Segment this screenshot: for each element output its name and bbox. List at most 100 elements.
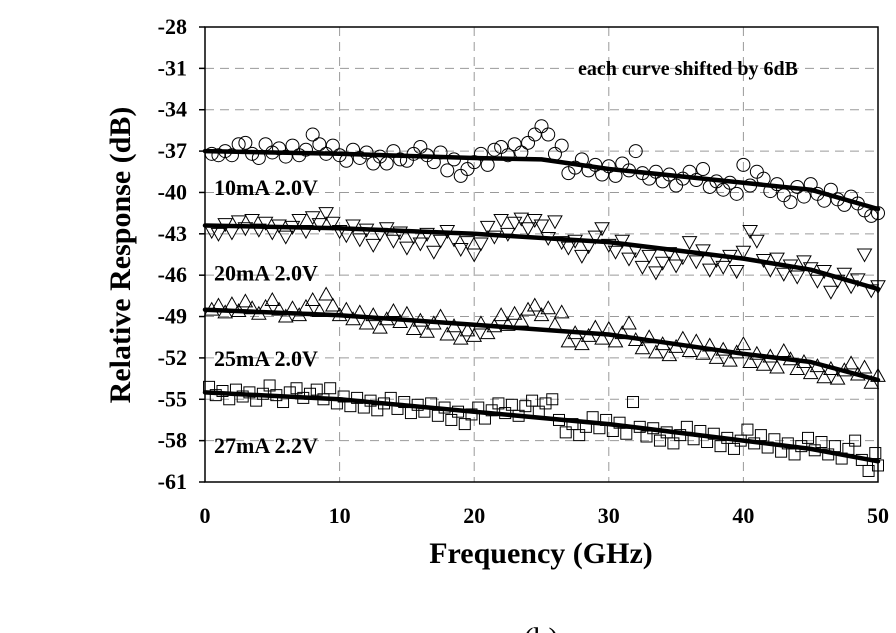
square-marker [842, 442, 855, 455]
triangle-down-marker [742, 225, 758, 240]
triangle-up-marker [701, 337, 718, 352]
triangle-down-marker [782, 259, 799, 274]
y-axis-title: Relative Response (dB) [104, 107, 137, 404]
triangle-up-marker [203, 301, 220, 316]
triangle-up-marker [210, 297, 227, 312]
triangle-down-marker [668, 259, 684, 274]
triangle-down-marker [715, 260, 732, 275]
square-marker [835, 452, 848, 465]
triangle-up-marker [250, 305, 267, 320]
triangle-up-marker [654, 336, 671, 351]
square-marker [337, 390, 350, 403]
triangle-down-marker [836, 267, 853, 282]
y-tick-label: -43 [158, 221, 187, 246]
triangle-up-marker [762, 348, 779, 363]
square-marker [458, 418, 471, 431]
circle-marker [770, 177, 785, 192]
triangle-up-marker [345, 311, 361, 326]
square-marker [526, 394, 539, 407]
x-tick-label: 30 [598, 503, 620, 528]
triangle-down-marker [775, 267, 792, 282]
circle-marker [722, 175, 737, 190]
triangle-down-marker [856, 248, 873, 263]
square-marker [707, 427, 720, 440]
y-tick-label: -58 [158, 428, 187, 453]
triangle-up-marker [405, 320, 422, 335]
triangle-down-marker [385, 234, 402, 249]
triangle-up-marker [271, 301, 287, 316]
triangle-up-marker [224, 296, 240, 311]
square-marker [431, 409, 444, 422]
circle-marker [521, 135, 536, 150]
x-axis-title: Frequency (GHz) [429, 537, 653, 570]
triangle-down-marker [325, 216, 341, 231]
square-marker [633, 420, 646, 433]
square-marker [694, 424, 707, 437]
triangle-up-marker [432, 308, 449, 323]
triangle-up-marker [661, 347, 678, 362]
triangle-down-marker [843, 280, 859, 295]
square-marker [600, 413, 613, 426]
triangle-up-marker [829, 370, 846, 385]
circle-marker [736, 157, 751, 172]
triangle-down-marker [351, 233, 368, 248]
triangle-down-marker [641, 249, 658, 264]
circle-marker [507, 137, 522, 152]
square-marker [627, 396, 640, 409]
triangle-up-marker [607, 333, 624, 348]
triangle-down-marker [540, 231, 557, 246]
circle-marker [278, 149, 293, 164]
square-marker [351, 391, 364, 404]
circle-marker [393, 152, 408, 167]
triangle-down-marker [648, 266, 664, 281]
circle-marker [790, 179, 805, 194]
triangle-up-marker [513, 312, 530, 327]
square-marker [384, 391, 397, 404]
triangle-up-marker [358, 315, 375, 330]
triangle-down-marker [708, 254, 725, 269]
triangle-down-marker [789, 270, 806, 285]
square-marker [404, 407, 417, 420]
triangle-up-marker [621, 315, 637, 330]
triangle-down-marker [311, 218, 328, 233]
square-marker [653, 434, 666, 447]
triangle-down-marker [493, 214, 509, 229]
circle-marker [743, 178, 758, 193]
square-marker [398, 396, 411, 409]
series-label: 27mA 2.2V [214, 433, 318, 458]
square-marker [674, 429, 687, 442]
triangle-down-marker [674, 251, 691, 266]
triangle-down-marker [432, 234, 449, 249]
triangle-up-marker [466, 327, 483, 342]
square-marker [559, 426, 572, 439]
data-points [203, 119, 886, 477]
triangle-down-marker [829, 274, 846, 289]
square-marker [418, 405, 431, 418]
triangle-down-marker [304, 211, 321, 226]
triangle-up-marker [244, 300, 260, 315]
triangle-up-marker [446, 318, 462, 333]
triangle-up-marker [648, 344, 664, 359]
triangle-down-marker [203, 225, 220, 240]
triangle-up-marker [614, 325, 631, 340]
triangle-up-marker [237, 293, 254, 308]
circle-marker [251, 150, 266, 165]
circle-marker [359, 145, 374, 160]
square-marker [485, 404, 498, 417]
series-labels: 10mA 2.0V 20mA 2.0V 25mA 2.0V 27mA 2.2V [214, 175, 318, 458]
triangle-up-marker [291, 307, 308, 322]
triangle-down-marker [661, 247, 678, 262]
square-marker [579, 420, 592, 433]
square-marker [613, 416, 626, 429]
triangle-up-marker [674, 330, 691, 345]
y-tick-label: -61 [158, 469, 187, 494]
triangle-up-marker [540, 300, 557, 315]
triangle-down-marker [816, 265, 833, 280]
square-marker [795, 440, 808, 453]
circle-marker [379, 156, 394, 171]
triangle-up-marker [856, 359, 873, 374]
triangle-down-marker [580, 240, 597, 255]
square-marker [297, 391, 310, 404]
y-tick-label: -34 [158, 97, 187, 122]
